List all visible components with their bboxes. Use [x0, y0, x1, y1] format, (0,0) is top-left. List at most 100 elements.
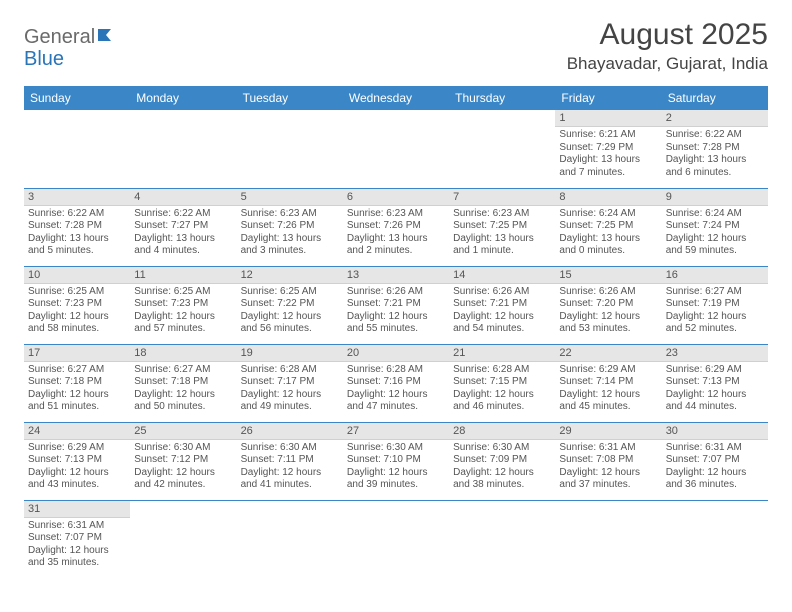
day-details: Sunrise: 6:28 AMSunset: 7:16 PMDaylight:… [343, 362, 449, 418]
day-number: 29 [555, 423, 661, 440]
sunset-text: Sunset: 7:29 PM [559, 142, 657, 155]
dow-header: Tuesday [237, 86, 343, 110]
day-details: Sunrise: 6:29 AMSunset: 7:14 PMDaylight:… [555, 362, 661, 418]
calendar-cell: 6Sunrise: 6:23 AMSunset: 7:26 PMDaylight… [343, 188, 449, 266]
calendar-cell: 5Sunrise: 6:23 AMSunset: 7:26 PMDaylight… [237, 188, 343, 266]
sunrise-text: Sunrise: 6:28 AM [453, 364, 551, 377]
sunset-text: Sunset: 7:19 PM [666, 298, 764, 311]
calendar-row: 1Sunrise: 6:21 AMSunset: 7:29 PMDaylight… [24, 110, 768, 188]
day-details: Sunrise: 6:26 AMSunset: 7:20 PMDaylight:… [555, 284, 661, 340]
daylight-text: Daylight: 12 hours and 45 minutes. [559, 389, 657, 414]
sunrise-text: Sunrise: 6:24 AM [559, 208, 657, 221]
day-number: 1 [555, 110, 661, 127]
calendar-cell: 3Sunrise: 6:22 AMSunset: 7:28 PMDaylight… [24, 188, 130, 266]
sunrise-text: Sunrise: 6:25 AM [28, 286, 126, 299]
sunrise-text: Sunrise: 6:27 AM [28, 364, 126, 377]
calendar-cell-empty [662, 500, 768, 578]
day-number: 8 [555, 189, 661, 206]
calendar-cell: 23Sunrise: 6:29 AMSunset: 7:13 PMDayligh… [662, 344, 768, 422]
sunset-text: Sunset: 7:28 PM [666, 142, 764, 155]
sunrise-text: Sunrise: 6:25 AM [241, 286, 339, 299]
location-subtitle: Bhayavadar, Gujarat, India [567, 54, 768, 74]
daylight-text: Daylight: 12 hours and 47 minutes. [347, 389, 445, 414]
sunrise-text: Sunrise: 6:24 AM [666, 208, 764, 221]
calendar-cell: 8Sunrise: 6:24 AMSunset: 7:25 PMDaylight… [555, 188, 661, 266]
sunrise-text: Sunrise: 6:28 AM [347, 364, 445, 377]
sunrise-text: Sunrise: 6:31 AM [28, 520, 126, 533]
sunset-text: Sunset: 7:12 PM [134, 454, 232, 467]
day-details: Sunrise: 6:27 AMSunset: 7:18 PMDaylight:… [130, 362, 236, 418]
day-details: Sunrise: 6:25 AMSunset: 7:22 PMDaylight:… [237, 284, 343, 340]
calendar-cell: 25Sunrise: 6:30 AMSunset: 7:12 PMDayligh… [130, 422, 236, 500]
day-number: 12 [237, 267, 343, 284]
sunset-text: Sunset: 7:07 PM [666, 454, 764, 467]
sunset-text: Sunset: 7:15 PM [453, 376, 551, 389]
day-details: Sunrise: 6:28 AMSunset: 7:15 PMDaylight:… [449, 362, 555, 418]
calendar-table: SundayMondayTuesdayWednesdayThursdayFrid… [24, 86, 768, 578]
day-details: Sunrise: 6:22 AMSunset: 7:28 PMDaylight:… [24, 206, 130, 262]
calendar-row: 10Sunrise: 6:25 AMSunset: 7:23 PMDayligh… [24, 266, 768, 344]
calendar-cell: 7Sunrise: 6:23 AMSunset: 7:25 PMDaylight… [449, 188, 555, 266]
sunset-text: Sunset: 7:20 PM [559, 298, 657, 311]
sunrise-text: Sunrise: 6:29 AM [559, 364, 657, 377]
day-number: 2 [662, 110, 768, 127]
brand-logo: General [24, 26, 121, 49]
sunset-text: Sunset: 7:28 PM [28, 220, 126, 233]
sunrise-text: Sunrise: 6:30 AM [241, 442, 339, 455]
sunset-text: Sunset: 7:16 PM [347, 376, 445, 389]
day-number: 3 [24, 189, 130, 206]
day-number: 16 [662, 267, 768, 284]
calendar-cell-empty [24, 110, 130, 188]
brand-text-blue: Blue [24, 48, 64, 71]
calendar-cell-empty [555, 500, 661, 578]
daylight-text: Daylight: 12 hours and 44 minutes. [666, 389, 764, 414]
day-details: Sunrise: 6:27 AMSunset: 7:19 PMDaylight:… [662, 284, 768, 340]
day-number: 22 [555, 345, 661, 362]
sunset-text: Sunset: 7:13 PM [28, 454, 126, 467]
dow-header: Sunday [24, 86, 130, 110]
daylight-text: Daylight: 12 hours and 38 minutes. [453, 467, 551, 492]
sunrise-text: Sunrise: 6:31 AM [559, 442, 657, 455]
daylight-text: Daylight: 12 hours and 52 minutes. [666, 311, 764, 336]
day-details: Sunrise: 6:22 AMSunset: 7:28 PMDaylight:… [662, 127, 768, 183]
day-details: Sunrise: 6:28 AMSunset: 7:17 PMDaylight:… [237, 362, 343, 418]
calendar-row: 17Sunrise: 6:27 AMSunset: 7:18 PMDayligh… [24, 344, 768, 422]
day-details: Sunrise: 6:26 AMSunset: 7:21 PMDaylight:… [449, 284, 555, 340]
daylight-text: Daylight: 12 hours and 53 minutes. [559, 311, 657, 336]
calendar-cell: 10Sunrise: 6:25 AMSunset: 7:23 PMDayligh… [24, 266, 130, 344]
sunset-text: Sunset: 7:21 PM [347, 298, 445, 311]
calendar-cell: 19Sunrise: 6:28 AMSunset: 7:17 PMDayligh… [237, 344, 343, 422]
daylight-text: Daylight: 12 hours and 51 minutes. [28, 389, 126, 414]
daylight-text: Daylight: 12 hours and 50 minutes. [134, 389, 232, 414]
calendar-cell: 29Sunrise: 6:31 AMSunset: 7:08 PMDayligh… [555, 422, 661, 500]
day-number: 31 [24, 501, 130, 518]
calendar-cell: 16Sunrise: 6:27 AMSunset: 7:19 PMDayligh… [662, 266, 768, 344]
dow-header: Monday [130, 86, 236, 110]
sunset-text: Sunset: 7:26 PM [347, 220, 445, 233]
day-number: 18 [130, 345, 236, 362]
calendar-cell: 1Sunrise: 6:21 AMSunset: 7:29 PMDaylight… [555, 110, 661, 188]
day-number: 15 [555, 267, 661, 284]
calendar-cell-empty [343, 110, 449, 188]
day-details: Sunrise: 6:22 AMSunset: 7:27 PMDaylight:… [130, 206, 236, 262]
daylight-text: Daylight: 13 hours and 6 minutes. [666, 154, 764, 179]
calendar-cell: 28Sunrise: 6:30 AMSunset: 7:09 PMDayligh… [449, 422, 555, 500]
brand-text-general: General [24, 26, 95, 49]
day-number: 26 [237, 423, 343, 440]
calendar-cell-empty [449, 110, 555, 188]
sunset-text: Sunset: 7:07 PM [28, 532, 126, 545]
daylight-text: Daylight: 12 hours and 54 minutes. [453, 311, 551, 336]
calendar-row: 3Sunrise: 6:22 AMSunset: 7:28 PMDaylight… [24, 188, 768, 266]
day-number: 13 [343, 267, 449, 284]
daylight-text: Daylight: 12 hours and 55 minutes. [347, 311, 445, 336]
day-number: 20 [343, 345, 449, 362]
day-number: 30 [662, 423, 768, 440]
sunrise-text: Sunrise: 6:22 AM [134, 208, 232, 221]
dow-header: Saturday [662, 86, 768, 110]
day-number: 4 [130, 189, 236, 206]
dow-row: SundayMondayTuesdayWednesdayThursdayFrid… [24, 86, 768, 110]
day-details: Sunrise: 6:26 AMSunset: 7:21 PMDaylight:… [343, 284, 449, 340]
calendar-cell: 4Sunrise: 6:22 AMSunset: 7:27 PMDaylight… [130, 188, 236, 266]
daylight-text: Daylight: 13 hours and 2 minutes. [347, 233, 445, 258]
daylight-text: Daylight: 12 hours and 49 minutes. [241, 389, 339, 414]
